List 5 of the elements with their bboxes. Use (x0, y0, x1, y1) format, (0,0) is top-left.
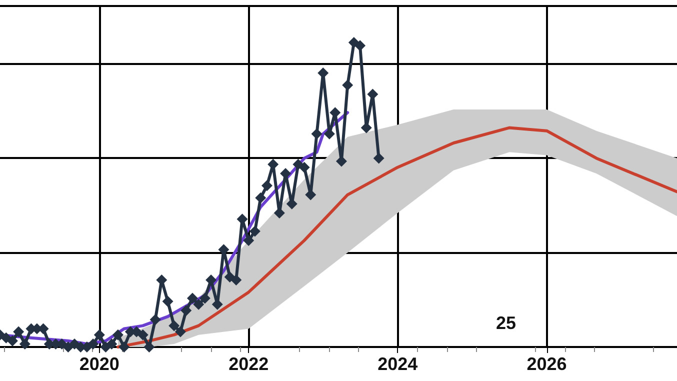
x-tick-label: 2026 (526, 354, 567, 374)
x-tick-label: 2020 (79, 354, 120, 374)
x-tick-label: 2024 (378, 354, 418, 374)
x-tick-label: 2022 (228, 354, 269, 374)
annotation: 25 (496, 313, 516, 333)
